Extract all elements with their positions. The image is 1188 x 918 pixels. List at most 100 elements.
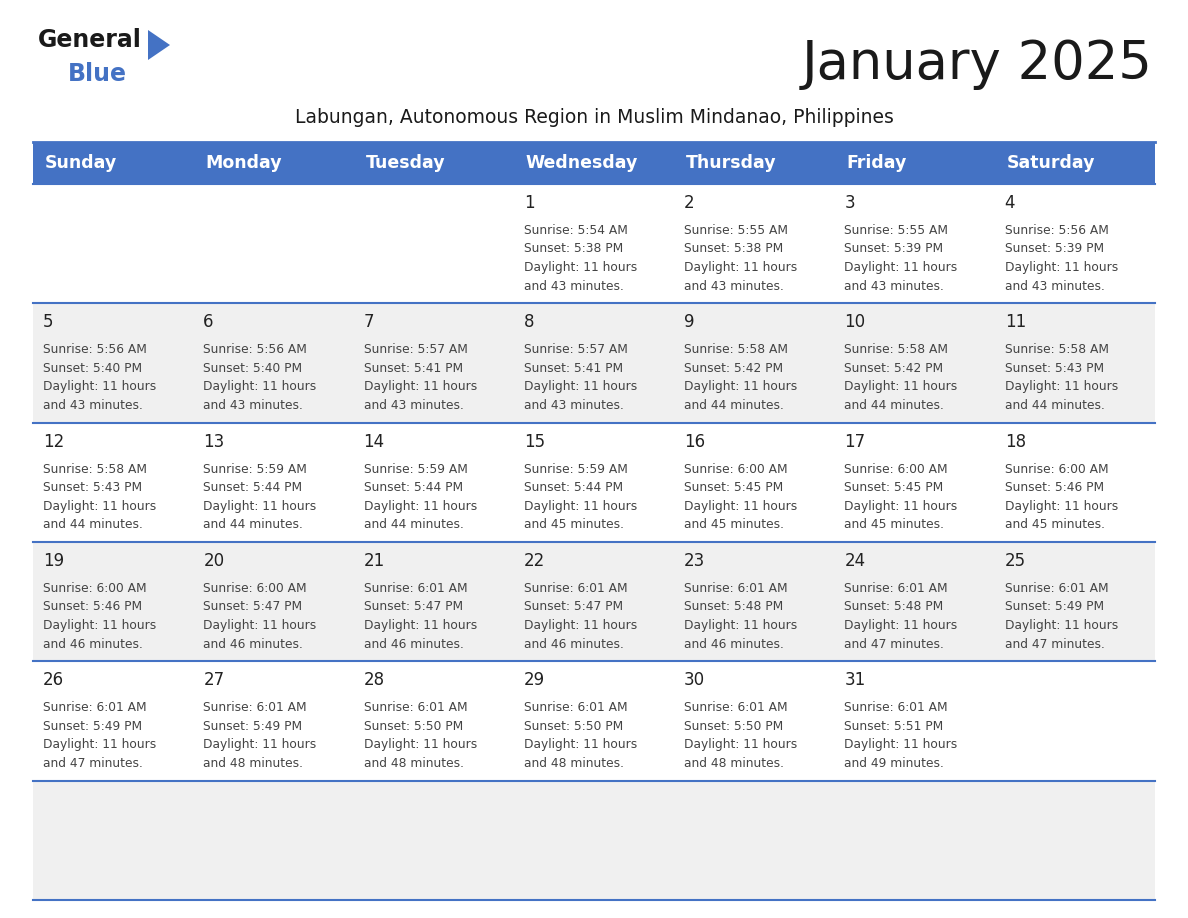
Text: and 46 minutes.: and 46 minutes. [203, 637, 303, 651]
Text: 15: 15 [524, 432, 545, 451]
Text: and 43 minutes.: and 43 minutes. [684, 279, 784, 293]
Text: Sunrise: 5:58 AM: Sunrise: 5:58 AM [1005, 343, 1108, 356]
Text: Sunset: 5:49 PM: Sunset: 5:49 PM [203, 720, 303, 733]
Text: 28: 28 [364, 671, 385, 689]
Text: and 45 minutes.: and 45 minutes. [684, 518, 784, 532]
Bar [33, 303, 1155, 422]
Text: Daylight: 11 hours: Daylight: 11 hours [43, 738, 157, 751]
Text: Sunset: 5:44 PM: Sunset: 5:44 PM [524, 481, 623, 494]
Text: Sunset: 5:41 PM: Sunset: 5:41 PM [364, 362, 462, 375]
Text: Sunrise: 6:01 AM: Sunrise: 6:01 AM [684, 701, 788, 714]
Text: Sunset: 5:48 PM: Sunset: 5:48 PM [845, 600, 943, 613]
Text: Sunset: 5:47 PM: Sunset: 5:47 PM [364, 600, 462, 613]
Text: Daylight: 11 hours: Daylight: 11 hours [524, 380, 637, 393]
Text: 13: 13 [203, 432, 225, 451]
Text: Sunset: 5:46 PM: Sunset: 5:46 PM [43, 600, 143, 613]
Text: Sunrise: 5:54 AM: Sunrise: 5:54 AM [524, 224, 627, 237]
Text: Daylight: 11 hours: Daylight: 11 hours [203, 499, 316, 512]
Text: and 47 minutes.: and 47 minutes. [1005, 637, 1105, 651]
Text: and 45 minutes.: and 45 minutes. [524, 518, 624, 532]
Text: and 48 minutes.: and 48 minutes. [203, 756, 303, 770]
Polygon shape [148, 30, 170, 60]
Text: 14: 14 [364, 432, 385, 451]
Text: and 48 minutes.: and 48 minutes. [524, 756, 624, 770]
Text: and 43 minutes.: and 43 minutes. [203, 398, 303, 412]
Text: and 49 minutes.: and 49 minutes. [845, 756, 944, 770]
Text: Sunset: 5:42 PM: Sunset: 5:42 PM [845, 362, 943, 375]
Text: Sunrise: 6:00 AM: Sunrise: 6:00 AM [1005, 463, 1108, 476]
Bar [33, 661, 1155, 780]
Text: 5: 5 [43, 313, 53, 331]
Text: Sunset: 5:42 PM: Sunset: 5:42 PM [684, 362, 783, 375]
Text: Sunrise: 5:56 AM: Sunrise: 5:56 AM [1005, 224, 1108, 237]
Text: Sunrise: 6:01 AM: Sunrise: 6:01 AM [524, 701, 627, 714]
Text: 4: 4 [1005, 194, 1016, 212]
Text: and 44 minutes.: and 44 minutes. [364, 518, 463, 532]
Text: Sunrise: 5:58 AM: Sunrise: 5:58 AM [684, 343, 788, 356]
Text: and 46 minutes.: and 46 minutes. [524, 637, 624, 651]
Text: Daylight: 11 hours: Daylight: 11 hours [684, 619, 797, 632]
Text: Daylight: 11 hours: Daylight: 11 hours [524, 738, 637, 751]
Text: 17: 17 [845, 432, 866, 451]
Text: 20: 20 [203, 552, 225, 570]
Text: Sunset: 5:48 PM: Sunset: 5:48 PM [684, 600, 783, 613]
Text: Sunset: 5:49 PM: Sunset: 5:49 PM [1005, 600, 1104, 613]
Text: Sunrise: 5:58 AM: Sunrise: 5:58 AM [845, 343, 948, 356]
Text: Sunset: 5:44 PM: Sunset: 5:44 PM [364, 481, 462, 494]
Text: Sunset: 5:46 PM: Sunset: 5:46 PM [1005, 481, 1104, 494]
Text: and 44 minutes.: and 44 minutes. [684, 398, 784, 412]
Text: Sunrise: 6:00 AM: Sunrise: 6:00 AM [684, 463, 788, 476]
Text: Daylight: 11 hours: Daylight: 11 hours [364, 380, 476, 393]
Text: 23: 23 [684, 552, 706, 570]
Text: Sunset: 5:47 PM: Sunset: 5:47 PM [524, 600, 623, 613]
Text: and 47 minutes.: and 47 minutes. [845, 637, 944, 651]
Text: Sunrise: 6:01 AM: Sunrise: 6:01 AM [684, 582, 788, 595]
Text: Daylight: 11 hours: Daylight: 11 hours [684, 380, 797, 393]
Text: and 43 minutes.: and 43 minutes. [1005, 279, 1105, 293]
Text: Daylight: 11 hours: Daylight: 11 hours [684, 499, 797, 512]
Text: January 2025: January 2025 [802, 38, 1154, 90]
Text: Sunset: 5:47 PM: Sunset: 5:47 PM [203, 600, 303, 613]
Text: Daylight: 11 hours: Daylight: 11 hours [43, 380, 157, 393]
Text: 9: 9 [684, 313, 695, 331]
Text: Sunrise: 5:59 AM: Sunrise: 5:59 AM [364, 463, 467, 476]
Text: Sunrise: 6:01 AM: Sunrise: 6:01 AM [845, 582, 948, 595]
Text: and 44 minutes.: and 44 minutes. [1005, 398, 1105, 412]
Text: Sunrise: 5:56 AM: Sunrise: 5:56 AM [43, 343, 147, 356]
Text: and 43 minutes.: and 43 minutes. [364, 398, 463, 412]
Text: and 47 minutes.: and 47 minutes. [43, 756, 143, 770]
Text: General: General [38, 28, 141, 52]
Text: Sunset: 5:40 PM: Sunset: 5:40 PM [203, 362, 303, 375]
Text: 12: 12 [43, 432, 64, 451]
Text: Thursday: Thursday [687, 154, 777, 172]
Text: Daylight: 11 hours: Daylight: 11 hours [845, 738, 958, 751]
Text: Sunset: 5:41 PM: Sunset: 5:41 PM [524, 362, 623, 375]
Text: Monday: Monday [206, 154, 282, 172]
Text: Sunrise: 6:01 AM: Sunrise: 6:01 AM [524, 582, 627, 595]
Text: 1: 1 [524, 194, 535, 212]
Bar [33, 142, 1155, 184]
Text: and 43 minutes.: and 43 minutes. [43, 398, 143, 412]
Text: Daylight: 11 hours: Daylight: 11 hours [203, 380, 316, 393]
Text: and 43 minutes.: and 43 minutes. [845, 279, 944, 293]
Text: Sunset: 5:50 PM: Sunset: 5:50 PM [524, 720, 624, 733]
Text: 7: 7 [364, 313, 374, 331]
Text: Daylight: 11 hours: Daylight: 11 hours [845, 380, 958, 393]
Text: Sunrise: 6:00 AM: Sunrise: 6:00 AM [845, 463, 948, 476]
Text: Sunset: 5:50 PM: Sunset: 5:50 PM [684, 720, 783, 733]
Bar [33, 542, 1155, 661]
Text: Daylight: 11 hours: Daylight: 11 hours [364, 738, 476, 751]
Text: 3: 3 [845, 194, 855, 212]
Text: Daylight: 11 hours: Daylight: 11 hours [1005, 499, 1118, 512]
Bar [33, 422, 1155, 542]
Text: Sunrise: 5:57 AM: Sunrise: 5:57 AM [524, 343, 627, 356]
Text: 26: 26 [43, 671, 64, 689]
Text: and 45 minutes.: and 45 minutes. [1005, 518, 1105, 532]
Text: Saturday: Saturday [1006, 154, 1095, 172]
Text: Sunset: 5:38 PM: Sunset: 5:38 PM [524, 242, 624, 255]
Text: 19: 19 [43, 552, 64, 570]
Text: Tuesday: Tuesday [366, 154, 446, 172]
Text: Sunrise: 6:01 AM: Sunrise: 6:01 AM [364, 582, 467, 595]
Text: Sunrise: 6:00 AM: Sunrise: 6:00 AM [43, 582, 146, 595]
Text: 2: 2 [684, 194, 695, 212]
